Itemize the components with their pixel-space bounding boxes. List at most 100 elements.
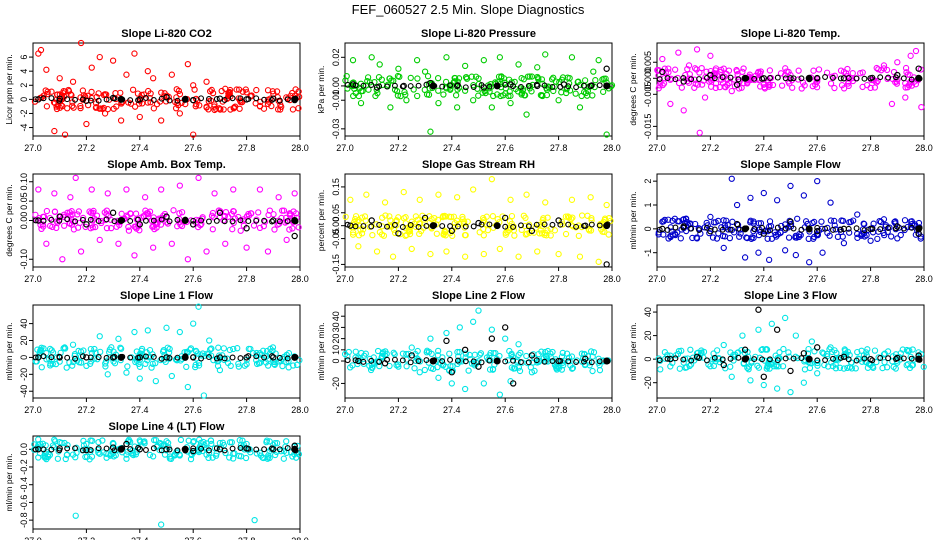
data-point <box>283 351 290 359</box>
data-point <box>273 440 281 447</box>
x-tick-label: 27.4 <box>755 143 773 153</box>
data-point <box>893 78 900 85</box>
data-point-black <box>123 440 130 448</box>
data-point <box>96 450 103 457</box>
data-point <box>263 347 271 355</box>
data-point <box>720 65 727 72</box>
data-point <box>251 516 258 524</box>
data-point <box>279 207 286 214</box>
data-point <box>590 68 597 75</box>
x-tick-label: 27.0 <box>336 274 354 284</box>
data-point <box>113 223 120 230</box>
data-point <box>35 441 42 449</box>
x-tick-label: 27.6 <box>496 143 514 153</box>
data-point <box>278 214 285 222</box>
data-point <box>168 71 175 78</box>
data-point <box>867 237 874 244</box>
data-point-black <box>518 222 524 229</box>
data-point <box>209 454 216 461</box>
data-point-black <box>454 357 461 364</box>
data-point-black <box>174 354 181 361</box>
data-point-black <box>582 355 589 362</box>
data-point-black <box>270 446 277 453</box>
data-point <box>61 222 68 229</box>
x-tick-label: 27.2 <box>78 143 96 153</box>
data-point-black <box>136 96 143 103</box>
data-point-black <box>787 75 794 82</box>
data-point <box>440 91 447 98</box>
data-point-black <box>727 226 734 233</box>
data-point <box>414 75 421 82</box>
x-tick-label: 27.8 <box>550 143 568 153</box>
y-tick-label: -20 <box>19 368 29 381</box>
data-point <box>222 208 230 216</box>
data-point <box>775 363 782 370</box>
data-point <box>470 97 477 104</box>
data-point-black <box>659 225 666 233</box>
data-point <box>774 231 782 238</box>
data-point <box>412 213 420 220</box>
data-point <box>51 208 59 215</box>
data-point-black <box>773 326 781 333</box>
data-point <box>728 373 735 380</box>
data-point <box>814 78 821 85</box>
data-point-black <box>284 96 291 103</box>
data-point-black <box>349 81 357 88</box>
data-point <box>131 328 138 336</box>
data-point-black <box>237 355 244 362</box>
data-point <box>800 379 807 386</box>
data-point-black <box>502 358 509 365</box>
data-point <box>279 362 286 370</box>
data-point <box>358 214 366 221</box>
chart-panel: Slope Li-820 Pressure 27.0 27.2 27.4 27.6 27.… <box>316 28 621 153</box>
data-point <box>49 360 56 368</box>
data-point-black <box>861 75 868 82</box>
data-point <box>506 88 513 95</box>
data-point-black <box>518 83 524 90</box>
data-point-black <box>261 446 268 453</box>
data-point-black <box>407 222 414 228</box>
data-point <box>162 98 170 105</box>
data-point <box>203 78 210 85</box>
data-point <box>655 85 662 92</box>
data-point <box>724 76 731 83</box>
data-point <box>235 86 243 93</box>
data-point <box>517 349 524 357</box>
data-point <box>424 73 432 80</box>
data-point <box>391 229 399 237</box>
x-tick-label: 27.6 <box>808 274 826 284</box>
data-point <box>744 364 751 372</box>
chart-title: Slope Gas Stream RH <box>422 159 535 171</box>
data-point-black <box>541 82 548 89</box>
x-tick-label: 27.8 <box>238 536 256 540</box>
data-point <box>391 351 398 358</box>
data-point <box>841 346 848 353</box>
data-point-black <box>135 445 142 451</box>
data-point-black <box>790 75 797 82</box>
data-point <box>466 351 473 359</box>
data-point <box>678 84 686 91</box>
data-point-black <box>680 78 687 85</box>
data-point-black <box>163 354 170 361</box>
data-point <box>72 174 79 182</box>
data-point <box>208 212 216 219</box>
data-point <box>74 224 82 231</box>
data-point-black <box>534 82 541 90</box>
data-point <box>416 369 423 376</box>
data-point-black <box>760 75 768 82</box>
data-point <box>109 439 117 447</box>
data-point <box>733 66 740 74</box>
data-point <box>149 244 157 251</box>
data-point <box>229 226 236 233</box>
data-point <box>852 365 859 372</box>
data-point <box>572 90 579 97</box>
x-tick-label: 27.8 <box>550 405 568 415</box>
data-point-black <box>109 209 117 216</box>
data-point <box>256 350 264 357</box>
data-point <box>687 346 694 353</box>
data-point-black <box>447 82 454 89</box>
data-point-black <box>853 75 860 82</box>
data-point <box>801 366 809 373</box>
data-point-black <box>64 216 71 223</box>
